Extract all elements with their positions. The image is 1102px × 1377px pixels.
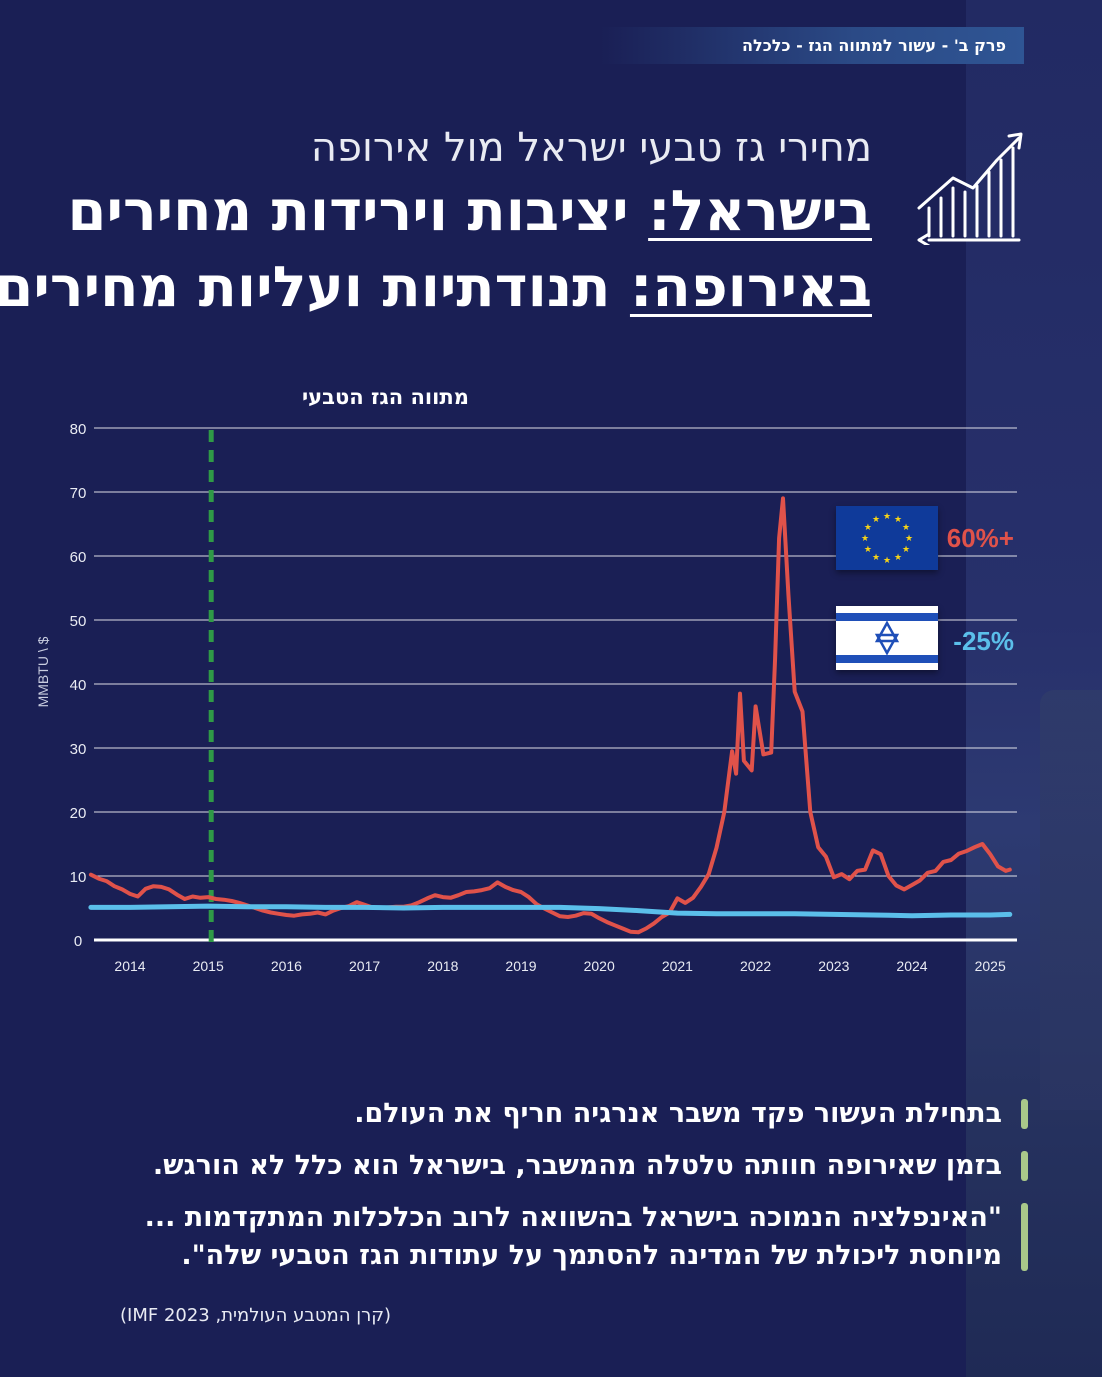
- y-tick-label: 70: [70, 485, 87, 502]
- y-tick-label: 50: [70, 613, 87, 630]
- eu-star: ★: [894, 553, 902, 563]
- eu-stars-icon: ★★★★★★★★★ ★ ★★: [861, 512, 913, 566]
- source-citation: (IMF קרן המטבע העולמית, 2023): [120, 1305, 392, 1326]
- eu-star: ★: [872, 515, 880, 525]
- bullet-bar: [1021, 1203, 1028, 1271]
- y-tick-label: 60: [70, 549, 87, 566]
- key-point-line: בתחילת העשור פקד משבר אנרגיה חריף את העו…: [354, 1098, 1002, 1129]
- eu-star: ★: [883, 556, 891, 566]
- eu-star: ★: [883, 512, 891, 522]
- x-tick-label: 2019: [505, 958, 536, 974]
- headline-israel-keyword: בישראל:: [648, 179, 872, 244]
- gas-framework-marker-label: מתווה הגז הטבעי: [302, 385, 469, 409]
- x-tick-label: 2020: [584, 958, 615, 974]
- x-tick-label: 2017: [349, 958, 380, 974]
- y-axis-label: MMBTU \ $: [35, 636, 51, 707]
- x-tick-label: 2023: [818, 958, 849, 974]
- chapter-tag: פרק ב' - עשור למתווה הגז - כלכלה: [600, 27, 1024, 64]
- y-tick-label: 80: [70, 421, 87, 438]
- star-of-david-icon: [836, 613, 938, 663]
- y-tick-label: 0: [74, 933, 82, 950]
- y-tick-label: 20: [70, 805, 87, 822]
- x-tick-label: 2018: [427, 958, 458, 974]
- background-tower-shape: [1040, 690, 1102, 1110]
- series-line-israel: [88, 903, 1013, 919]
- y-tick-label: 40: [70, 677, 87, 694]
- x-tick-label: 2014: [114, 958, 145, 974]
- eu-star: ★: [864, 545, 872, 555]
- headline-israel: בישראל: יציבות וירידות מחירים: [12, 174, 872, 250]
- title-block: מחירי גז טבעי ישראל מול אירופה בישראל: י…: [0, 122, 872, 326]
- key-point-line: מיוחסת ליכולת של המדינה להסתמך על עתודות…: [181, 1240, 1002, 1271]
- eu-star: ★: [905, 534, 913, 544]
- x-tick-label: 2015: [193, 958, 224, 974]
- key-point-line: בזמן שאירופה חוותה טלטלה מהמשבר, בישראל …: [152, 1150, 1002, 1181]
- key-point: בזמן שאירופה חוותה טלטלה מהמשבר, בישראל …: [128, 1147, 1028, 1185]
- change-label-israel: -25%: [953, 626, 1014, 656]
- eu-star: ★: [894, 515, 902, 525]
- subtitle: מחירי גז טבעי ישראל מול אירופה: [310, 125, 872, 171]
- x-tick-label: 2024: [896, 958, 927, 974]
- x-tick-label: 2022: [740, 958, 771, 974]
- x-tick-labels: 2014 2015 2016 2017 2018 2019 2020 2021 2022 2023…: [114, 958, 1006, 974]
- bullet-bar: [1021, 1151, 1028, 1181]
- key-point-line: "האינפלציה הנמוכה בישראל בהשוואה לרוב הכ…: [144, 1202, 1002, 1233]
- x-tick-label: 2025: [975, 958, 1006, 974]
- headline-israel-rest: יציבות וירידות מחירים: [67, 179, 649, 244]
- y-tick-label: 30: [70, 741, 87, 758]
- eu-star: ★: [864, 523, 872, 533]
- eu-star: ★: [872, 553, 880, 563]
- change-label-europe: 60%+: [947, 523, 1014, 553]
- eu-flag: ★ ★ ★ ★ ★ ★ ★ ★ ★ ★ ★ ★: [836, 506, 938, 570]
- growth-chart-icon: [917, 132, 1023, 245]
- headline-europe-keyword: באירופה:: [629, 255, 872, 320]
- israel-flag: [836, 606, 938, 670]
- eu-star: ★: [861, 534, 869, 544]
- eu-star: ★: [902, 545, 910, 555]
- headline-europe: באירופה: תנודתיות ועליות מחירים: [0, 250, 872, 326]
- key-points: בתחילת העשור פקד משבר אנרגיה חריף את העו…: [128, 1095, 1028, 1289]
- headline-europe-rest: תנודתיות ועליות מחירים: [0, 255, 630, 320]
- y-tick-label: 10: [70, 869, 87, 886]
- grid-lines: [94, 427, 1017, 942]
- x-tick-label: 2016: [271, 958, 302, 974]
- x-tick-label: 2021: [662, 958, 693, 974]
- y-tick-labels: 0 10 20 30 40 50 60 70 80: [70, 421, 87, 950]
- key-point: בתחילת העשור פקד משבר אנרגיה חריף את העו…: [128, 1095, 1028, 1133]
- bullet-bar: [1021, 1099, 1028, 1129]
- key-point-quote: "האינפלציה הנמוכה בישראל בהשוואה לרוב הכ…: [128, 1199, 1028, 1275]
- eu-star: ★: [902, 523, 910, 533]
